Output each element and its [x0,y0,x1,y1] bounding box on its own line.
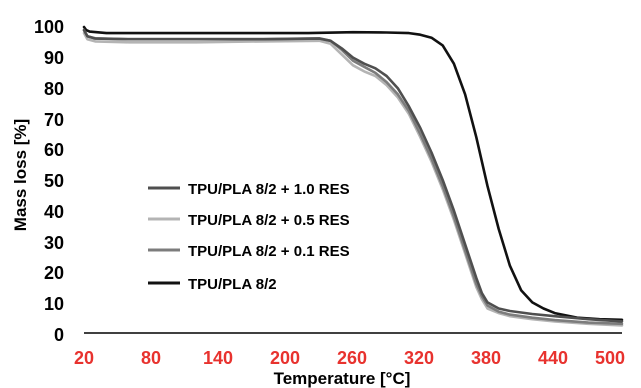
x-tick-320: 320 [404,348,434,368]
legend-label-2: TPU/PLA 8/2 + 0.5 RES [188,212,350,229]
x-tick-140: 140 [203,348,233,368]
y-axis-tick-labels: 0 10 20 30 40 50 60 70 80 90 100 [34,17,64,345]
y-tick-20: 20 [44,263,64,283]
series-line-4 [82,25,624,322]
legend-label-3: TPU/PLA 8/2 + 0.1 RES [188,243,350,260]
legend-label-4: TPU/PLA 8/2 [188,276,277,293]
series-line-1 [82,28,624,323]
x-tick-440: 440 [538,348,568,368]
series-line-2 [82,31,624,327]
y-tick-80: 80 [44,79,64,99]
x-axis-tick-labels: 20 80 140 200 260 320 380 440 500 [74,348,625,368]
x-tick-380: 380 [471,348,501,368]
y-tick-60: 60 [44,140,64,160]
series-layer [82,25,624,327]
x-tick-20: 20 [74,348,94,368]
legend: TPU/PLA 8/2 + 1.0 RES TPU/PLA 8/2 + 0.5 … [148,181,350,293]
x-tick-500: 500 [595,348,625,368]
y-tick-90: 90 [44,48,64,68]
y-tick-10: 10 [44,294,64,314]
legend-label-1: TPU/PLA 8/2 + 1.0 RES [188,181,350,198]
y-tick-70: 70 [44,110,64,130]
y-tick-100: 100 [34,17,64,37]
x-tick-260: 260 [337,348,367,368]
y-tick-40: 40 [44,202,64,222]
y-axis-title: Mass loss [%] [11,119,30,231]
y-tick-0: 0 [54,325,64,345]
series-line-3 [82,28,624,326]
y-tick-30: 30 [44,233,64,253]
x-axis-title: Temperature [°C] [274,369,411,388]
x-tick-80: 80 [141,348,161,368]
x-tick-200: 200 [270,348,300,368]
y-tick-50: 50 [44,171,64,191]
